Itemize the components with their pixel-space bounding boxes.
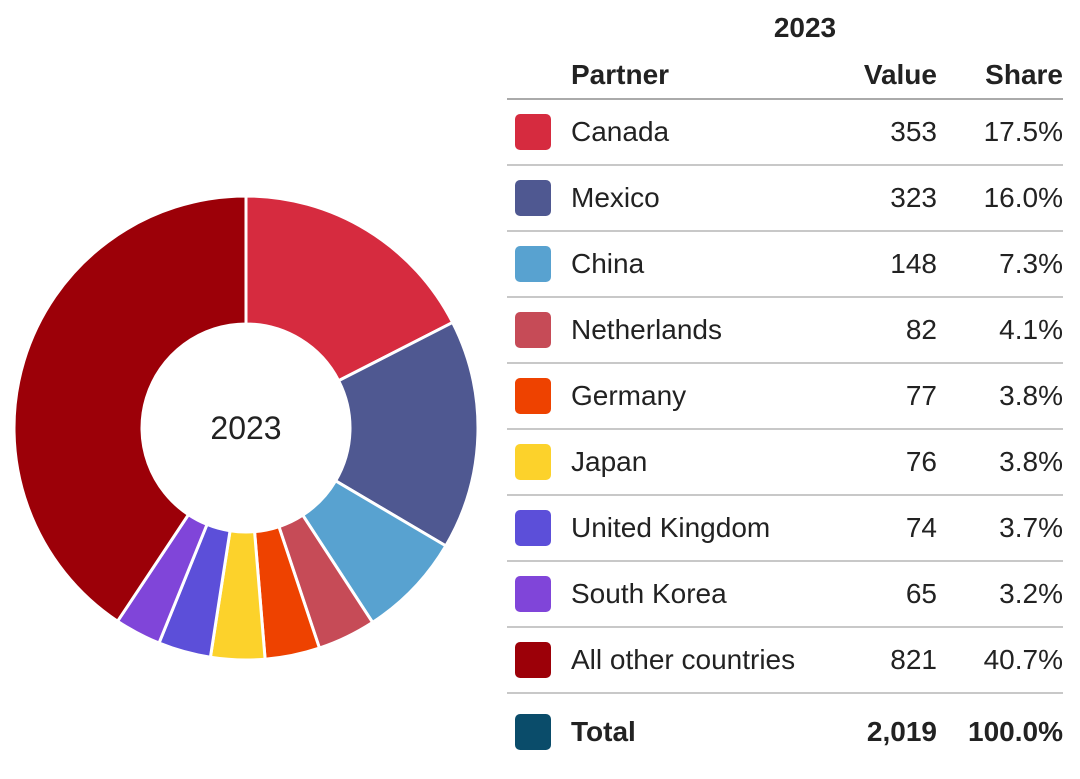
- legend-value-japan: 76: [819, 429, 937, 496]
- legend-share-germany: 3.8%: [937, 363, 1063, 430]
- header-share: Share: [937, 52, 1063, 100]
- legend-total-row: Total 2,019 100.0%: [507, 693, 1063, 770]
- legend-share-japan: 3.8%: [937, 429, 1063, 496]
- donut-slice-mexico[interactable]: [333, 320, 480, 548]
- legend-partner-united-kingdom: United Kingdom: [571, 495, 819, 562]
- legend-swatch-cell: [507, 231, 571, 298]
- legend-swatch-cell: [507, 693, 571, 770]
- legend-value-canada: 353: [819, 99, 937, 166]
- legend-share-canada: 17.5%: [937, 99, 1063, 166]
- legend-row-canada: Canada 353 17.5%: [507, 99, 1063, 166]
- legend-value-netherlands: 82: [819, 297, 937, 364]
- legend-row-mexico: Mexico 323 16.0%: [507, 165, 1063, 232]
- legend-share-united-kingdom: 3.7%: [937, 495, 1063, 562]
- legend-row-china: China 148 7.3%: [507, 231, 1063, 298]
- header-value: Value: [819, 52, 937, 100]
- legend-partner-germany: Germany: [571, 363, 819, 430]
- legend-swatch-netherlands: [515, 312, 551, 348]
- legend-partner-all-other-countries: All other countries: [571, 627, 819, 694]
- legend-row-all-other-countries: All other countries 821 40.7%: [507, 627, 1063, 694]
- legend-swatch-japan: [515, 444, 551, 480]
- legend-swatch-germany: [515, 378, 551, 414]
- legend-row-japan: Japan 76 3.8%: [507, 429, 1063, 496]
- legend-swatch-mexico: [515, 180, 551, 216]
- header-partner: Partner: [571, 52, 819, 100]
- legend-partner-netherlands: Netherlands: [571, 297, 819, 364]
- header-swatch: [507, 52, 571, 100]
- legend-share-all-other-countries: 40.7%: [937, 627, 1063, 694]
- legend-value-mexico: 323: [819, 165, 937, 232]
- legend-share-total: 100.0%: [968, 716, 1063, 747]
- legend-share-netherlands: 4.1%: [937, 297, 1063, 364]
- legend-value-total: 2,019: [866, 716, 937, 747]
- donut-slices: [12, 194, 480, 660]
- legend-swatch-cell: [507, 627, 571, 694]
- legend-partner-south-korea: South Korea: [571, 561, 819, 628]
- legend-swatch-cell: [507, 363, 571, 430]
- legend-partner-canada: Canada: [571, 99, 819, 166]
- legend-table-container: 2023 Partner Value Share Canada 353 17.5% M…: [507, 0, 1063, 770]
- legend-value-united-kingdom: 74: [819, 495, 937, 562]
- donut-slice-all-other-countries[interactable]: [12, 194, 248, 624]
- legend-swatch-south-korea: [515, 576, 551, 612]
- legend-swatch-cell: [507, 297, 571, 364]
- donut-center-label: 2023: [210, 410, 281, 446]
- legend-value-china: 148: [819, 231, 937, 298]
- legend-swatch-cell: [507, 495, 571, 562]
- legend-swatch-total: [515, 714, 551, 750]
- legend-swatch-cell: [507, 561, 571, 628]
- legend-partner-japan: Japan: [571, 429, 819, 496]
- legend-share-china: 7.3%: [937, 231, 1063, 298]
- legend-swatch-cell: [507, 99, 571, 166]
- legend-row-united-kingdom: United Kingdom 74 3.7%: [507, 495, 1063, 562]
- legend-row-germany: Germany 77 3.8%: [507, 363, 1063, 430]
- legend-value-germany: 77: [819, 363, 937, 430]
- legend-value-all-other-countries: 821: [819, 627, 937, 694]
- legend-table: Partner Value Share Canada 353 17.5% Mexico…: [507, 52, 1063, 770]
- legend-partner-china: China: [571, 231, 819, 298]
- table-title: 2023: [773, 12, 837, 43]
- legend-share-south-korea: 3.2%: [937, 561, 1063, 628]
- legend-partner-total: Total: [571, 716, 636, 747]
- legend-swatch-canada: [515, 114, 551, 150]
- legend-swatch-united-kingdom: [515, 510, 551, 546]
- legend-swatch-all-other-countries: [515, 642, 551, 678]
- legend-row-netherlands: Netherlands 82 4.1%: [507, 297, 1063, 364]
- legend-partner-mexico: Mexico: [571, 165, 819, 232]
- donut-chart: 2023: [0, 180, 490, 660]
- legend-body: Canada 353 17.5% Mexico 323 16.0% China 148 7.3%…: [507, 99, 1063, 770]
- legend-header-row: Partner Value Share: [507, 52, 1063, 100]
- legend-share-mexico: 16.0%: [937, 165, 1063, 232]
- legend-swatch-china: [515, 246, 551, 282]
- donut-svg: 2023: [12, 194, 480, 660]
- donut-slice-canada[interactable]: [244, 194, 455, 383]
- legend-swatch-cell: [507, 429, 571, 496]
- legend-swatch-cell: [507, 165, 571, 232]
- legend-value-south-korea: 65: [819, 561, 937, 628]
- legend-row-south-korea: South Korea 65 3.2%: [507, 561, 1063, 628]
